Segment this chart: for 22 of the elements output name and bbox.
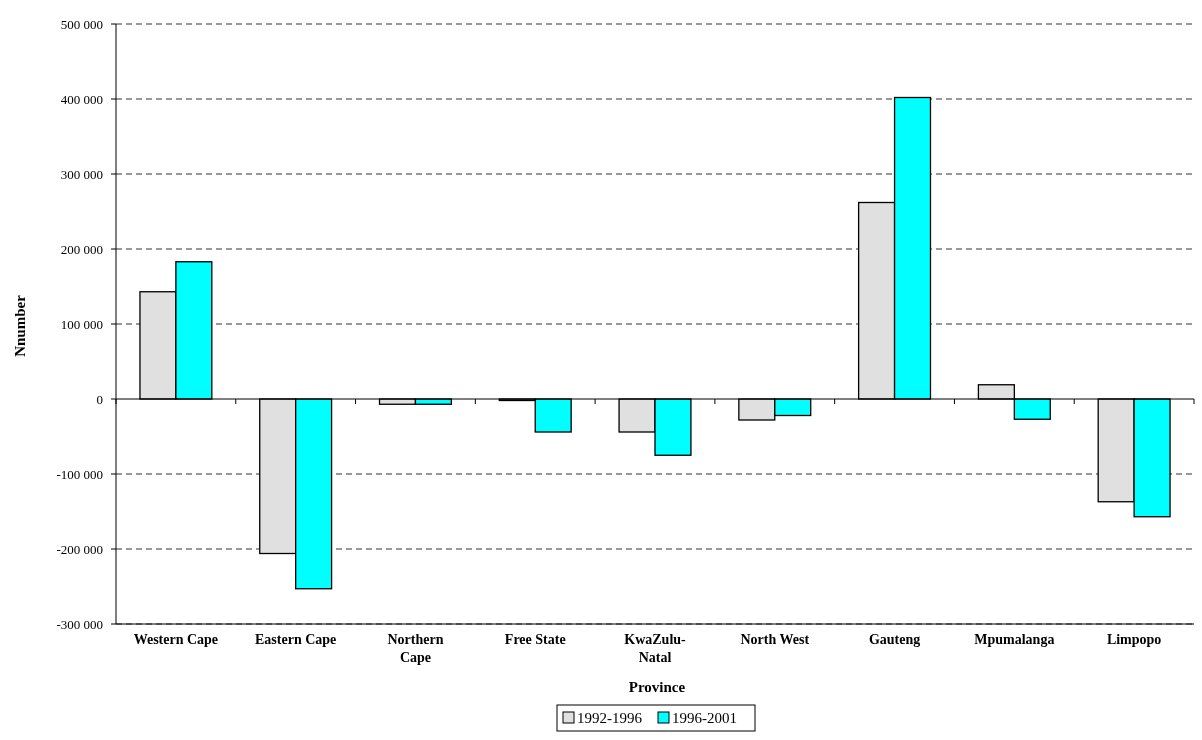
x-axis-title: Province [628,679,686,695]
x-tick-label: Limpopo [1106,632,1162,647]
legend-label: 1996-2001 [672,710,737,727]
y-tick-label: 0 [96,391,103,407]
x-tick-label: KwaZulu-Natal [624,632,687,665]
x-tick-label: North West [740,632,810,647]
x-tick-label: Eastern Cape [255,632,337,647]
x-tick-label: Western Cape [133,632,219,647]
x-tick-label: Gauteng [868,632,921,647]
y-tick-label: 400 000 [60,91,103,107]
x-tick-label: Northern Cape [387,632,444,665]
y-tick-label: -100 000 [56,466,103,482]
y-tick-label: -200 000 [56,541,103,557]
y-tick-label: 500 000 [60,16,103,32]
x-tick-label: Free State [504,632,566,647]
y-tick-label: -300 000 [56,616,103,632]
x-tick-label: Mpumalanga [974,632,1055,647]
y-tick-label: 200 000 [60,241,103,257]
y-tick-label: 100 000 [60,316,103,332]
y-axis-title: Nnumber [12,294,28,357]
y-tick-label: 300 000 [60,166,103,182]
legend-label: 1992-1996 [577,710,643,727]
